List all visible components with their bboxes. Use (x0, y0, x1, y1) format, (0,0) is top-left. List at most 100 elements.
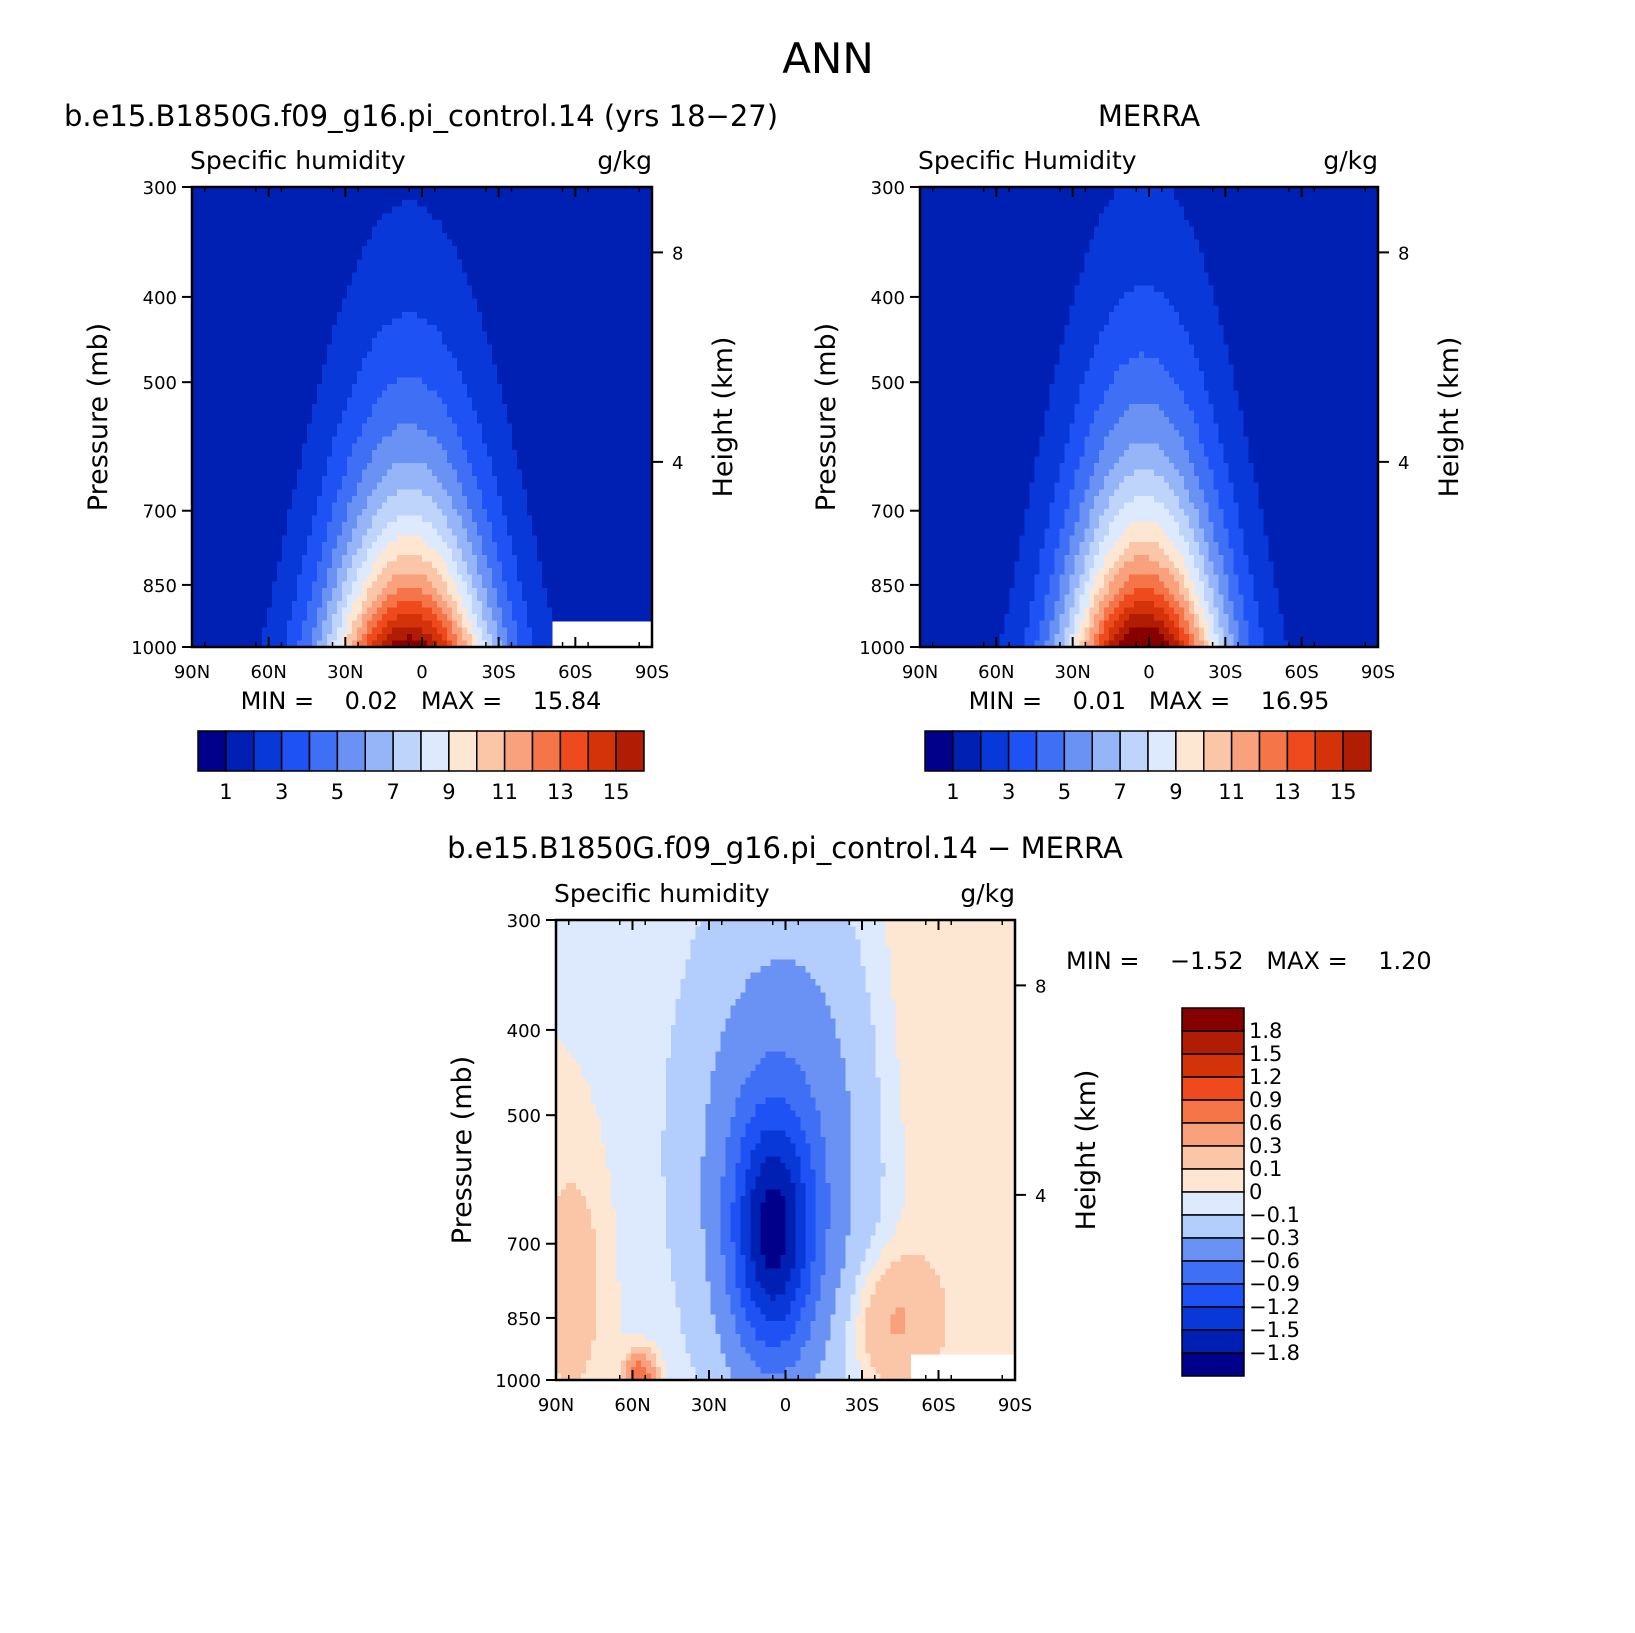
contour-cell (367, 252, 373, 260)
contour-cell (422, 430, 428, 438)
contour-cell (397, 502, 403, 510)
contour-cell (472, 371, 478, 379)
contour-fill (192, 187, 653, 648)
contour-cell (542, 410, 548, 418)
contour-cell (212, 502, 218, 510)
contour-cell (512, 200, 518, 208)
contour-cell (362, 423, 368, 431)
contour-cell (197, 371, 203, 379)
contour-cell (537, 509, 543, 517)
contour-cell (337, 574, 343, 582)
contour-cell (342, 495, 348, 504)
contour-cell (462, 305, 468, 313)
contour-cell (237, 344, 243, 352)
contour-cell (317, 581, 323, 589)
contour-cell (457, 233, 463, 241)
contour-cell (487, 607, 493, 615)
contour-cell (497, 305, 503, 313)
contour-cell (402, 338, 408, 346)
contour-cell (222, 206, 228, 214)
contour-cell (362, 436, 368, 444)
contour-cell (272, 463, 278, 471)
contour-cell (242, 219, 248, 228)
contour-cell (352, 239, 358, 247)
contour-cell (257, 265, 263, 274)
contour-cell (397, 344, 403, 352)
contour-cell (417, 627, 423, 635)
contour-cell (277, 384, 283, 392)
contour-cell (522, 279, 528, 287)
contour-cell (442, 535, 448, 543)
contour-cell (527, 364, 533, 372)
contour-cell (447, 298, 453, 306)
contour-cell (307, 292, 313, 300)
contour-cell (542, 495, 548, 504)
contour-cell (272, 371, 278, 379)
contour-cell (217, 482, 223, 490)
contour-cell (532, 279, 538, 287)
contour-cell (197, 456, 203, 464)
contour-cell (497, 614, 503, 622)
contour-cell (327, 206, 333, 214)
contour-cell (522, 574, 528, 582)
contour-cell (527, 456, 533, 464)
contour-cell (482, 357, 488, 366)
contour-cell (287, 522, 293, 530)
contour-cell (337, 206, 343, 214)
contour-cell (267, 443, 273, 451)
contour-cell (217, 574, 223, 582)
contour-cell (422, 640, 428, 648)
contour-cell (412, 226, 418, 234)
contour-cell (397, 246, 403, 254)
contour-cell (537, 568, 543, 576)
contour-cell (367, 338, 373, 346)
contour-cell (467, 226, 473, 234)
contour-cell (397, 239, 403, 247)
contour-cell (437, 338, 443, 346)
contour-cell (247, 285, 253, 293)
contour-cell (202, 541, 208, 550)
contour-cell (352, 410, 358, 418)
contour-cell (497, 417, 503, 425)
contour-cell (252, 561, 258, 569)
contour-cell (377, 449, 383, 458)
contour-cell (232, 482, 238, 490)
contour-cell (462, 620, 468, 628)
contour-cell (487, 410, 493, 418)
contour-cell (482, 482, 488, 490)
contour-cell (247, 219, 253, 228)
contour-cell (342, 581, 348, 589)
contour-cell (222, 587, 228, 596)
contour-cell (202, 272, 208, 280)
contour-cell (257, 417, 263, 425)
contour-cell (347, 213, 353, 221)
contour-cell (342, 620, 348, 628)
contour-cell (442, 403, 448, 412)
contour-cell (322, 601, 328, 609)
contour-cell (332, 574, 338, 582)
contour-cell (382, 344, 388, 352)
contour-cell (262, 226, 268, 234)
contour-cell (367, 351, 373, 359)
contour-cell (332, 423, 338, 431)
contour-cell (312, 377, 318, 385)
contour-cell (427, 495, 433, 504)
contour-cell (437, 193, 443, 201)
contour-cell (502, 292, 508, 300)
contour-cell (507, 384, 513, 392)
contour-cell (267, 541, 273, 550)
contour-cell (517, 489, 523, 497)
contour-cell (487, 594, 493, 602)
contour-cell (462, 390, 468, 398)
contour-cell (382, 594, 388, 602)
contour-cell (407, 344, 413, 352)
contour-cell (517, 509, 523, 517)
contour-cell (422, 633, 428, 642)
contour-cell (387, 292, 393, 300)
contour-cell (522, 476, 528, 484)
contour-cell (247, 325, 253, 333)
contour-cell (312, 633, 318, 642)
contour-cell (392, 219, 398, 228)
contour-cell (232, 246, 238, 254)
contour-cell (322, 443, 328, 451)
